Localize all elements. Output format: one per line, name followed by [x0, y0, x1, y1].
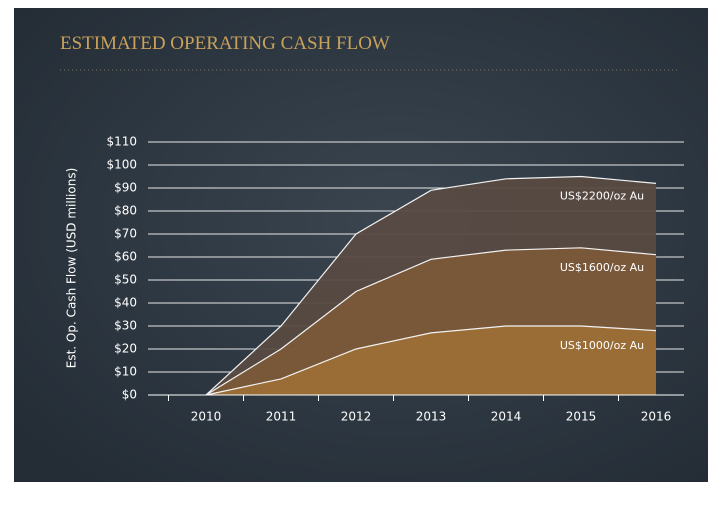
x-tick-label: 2014	[491, 410, 522, 424]
x-tick-label: 2015	[566, 410, 597, 424]
y-tick-label: $10	[114, 365, 137, 379]
x-tick-label: 2011	[266, 410, 297, 424]
area	[206, 326, 656, 395]
x-tick-label: 2010	[191, 410, 222, 424]
y-tick-label: $100	[106, 158, 137, 172]
series-label: US$1600/oz Au	[560, 261, 644, 274]
y-axis-label: Est. Op. Cash Flow (USD millions)	[65, 168, 79, 369]
y-tick-label: $50	[114, 273, 137, 287]
y-tick-label: $80	[114, 204, 137, 218]
y-tick-label: $60	[114, 250, 137, 264]
x-tick-label: 2013	[416, 410, 447, 424]
y-tick-label: $90	[114, 181, 137, 195]
y-tick-label: $0	[122, 388, 137, 402]
y-tick-label: $30	[114, 319, 137, 333]
y-tick-label: $70	[114, 227, 137, 241]
x-tick-label: 2016	[641, 410, 672, 424]
series-label: US$2200/oz Au	[560, 190, 644, 203]
chart-title: ESTIMATED OPERATING CASH FLOW	[60, 33, 390, 54]
y-tick-label: $40	[114, 296, 137, 310]
y-tick-label: $20	[114, 342, 137, 356]
series-label: US$1000/oz Au	[560, 339, 644, 352]
y-tick-label: $110	[106, 135, 137, 149]
line	[205, 247, 657, 396]
line	[205, 325, 657, 396]
line	[205, 175, 657, 396]
x-tick-label: 2012	[341, 410, 372, 424]
